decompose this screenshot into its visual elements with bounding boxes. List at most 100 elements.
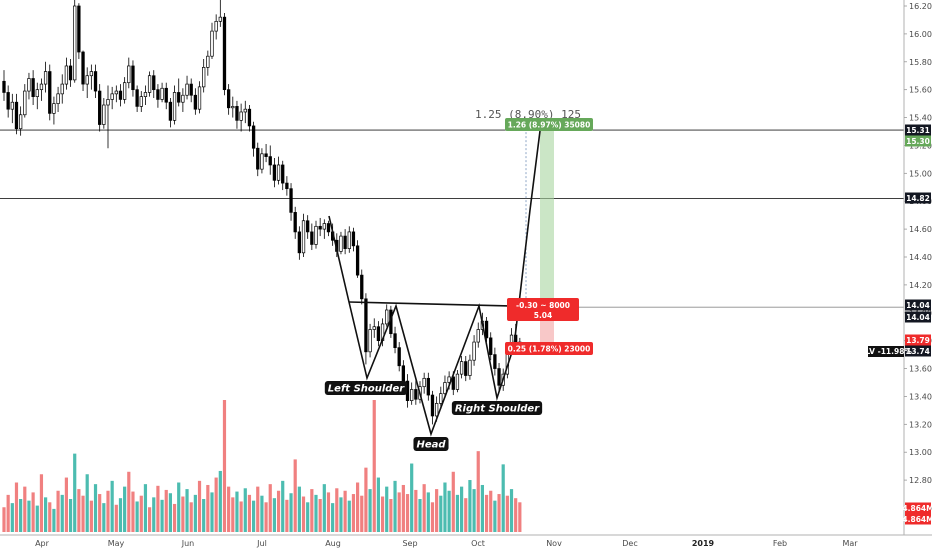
- volume-bar: [343, 490, 347, 532]
- candle: [81, 50, 85, 92]
- candle: [414, 379, 418, 405]
- volume-bar: [218, 470, 222, 532]
- volume-bar: [281, 480, 285, 532]
- candle-body-down: [343, 235, 347, 249]
- candle: [147, 71, 152, 97]
- candle-body-down: [131, 65, 135, 91]
- candle-body-down: [68, 65, 73, 81]
- price-tick-label: 15.60: [909, 86, 932, 95]
- candle: [77, 3, 81, 59]
- candle-body-down: [264, 153, 268, 157]
- candle: [301, 213, 306, 257]
- candle: [476, 322, 480, 348]
- candle-body-up: [60, 83, 64, 95]
- candle: [497, 362, 501, 393]
- candle: [222, 12, 227, 96]
- candle-body-down: [426, 377, 430, 396]
- volume-bar: [214, 477, 218, 532]
- price-label: 4.864M: [902, 504, 932, 513]
- time-scale[interactable]: Apr May Jun Jul Aug Sep Oct Nov Dec 2019 Feb Mar: [0, 534, 932, 548]
- volume-bar: [314, 494, 318, 532]
- volume-bar: [318, 499, 322, 532]
- candle-body-down: [360, 274, 364, 300]
- time-tick-label: Oct: [471, 539, 485, 548]
- candlesticks: [2, 0, 522, 425]
- candle-body-up: [276, 164, 281, 181]
- candle-body-down: [289, 188, 293, 213]
- target-label: 1.26 (8.97%) 35080: [508, 121, 591, 130]
- candle: [118, 84, 123, 107]
- candle: [322, 219, 326, 239]
- head-label: Head: [416, 440, 446, 451]
- candle: [247, 105, 252, 132]
- price-label-box: [905, 192, 931, 204]
- candle: [489, 332, 493, 361]
- candle-body-up: [23, 90, 27, 116]
- candle-body-up: [114, 90, 118, 95]
- volume-bar: [6, 494, 10, 532]
- time-tick-label: Apr: [35, 539, 50, 548]
- candle-body-down: [31, 78, 35, 97]
- volume-bar: [127, 471, 131, 532]
- candle-body-up: [43, 71, 48, 85]
- head-and-shoulders-pattern[interactable]: Left Shoulder Head Right Shoulder: [324, 130, 543, 451]
- volume-bar: [451, 471, 455, 532]
- candle-body-down: [193, 94, 198, 110]
- price-label-box: [905, 513, 931, 525]
- candle-body-down: [364, 298, 368, 353]
- candle-body-up: [410, 389, 414, 401]
- volume-bar: [168, 493, 172, 532]
- volume-bar: [81, 495, 85, 532]
- volume-bar: [164, 489, 168, 532]
- candle: [264, 144, 268, 163]
- volume-bar: [518, 502, 522, 532]
- price-scale-labels: 15.31 15.30 14.82 14.04 14.04 13.79 13.74 4.864…: [902, 124, 932, 525]
- price-label: 4.864M: [902, 515, 932, 524]
- price-label: 14.04: [906, 313, 930, 322]
- candle: [114, 85, 118, 103]
- time-tick-label: Jul: [256, 539, 267, 548]
- candle-body-up: [447, 376, 451, 383]
- pattern-zigzag: [328, 130, 541, 437]
- candle-body-down: [281, 164, 285, 184]
- time-tick-label: Aug: [325, 539, 341, 548]
- volume-bar: [430, 502, 435, 532]
- candle-body-down: [464, 361, 468, 376]
- target-label-box: [505, 118, 593, 131]
- volume-bar: [206, 484, 210, 532]
- candle-body-up: [322, 223, 326, 230]
- volume-bar: [160, 499, 164, 532]
- volume-bar: [139, 495, 143, 532]
- candle: [177, 78, 181, 107]
- candle: [197, 81, 202, 114]
- candle: [351, 227, 356, 252]
- volume-bar: [85, 474, 89, 532]
- candle-body-down: [77, 5, 81, 53]
- candle: [48, 64, 52, 121]
- volume-bar: [247, 494, 252, 532]
- candle: [156, 84, 160, 108]
- volume-bar: [339, 497, 343, 532]
- candle-body-down: [355, 245, 360, 276]
- volume-bar: [239, 501, 243, 532]
- candle: [464, 356, 468, 382]
- volume-bar: [351, 494, 356, 532]
- candle-body-up: [35, 89, 39, 97]
- volume-bar: [418, 499, 422, 532]
- candle-body-down: [48, 71, 52, 114]
- volume-bar: [356, 482, 360, 532]
- candle: [243, 100, 247, 124]
- candle-body-down: [251, 125, 256, 149]
- candle: [355, 240, 360, 278]
- candle-body-down: [247, 108, 252, 127]
- volume-bar: [202, 499, 206, 532]
- volume-bar: [322, 484, 326, 532]
- risk-label-line1: -0.30 ~ 8000: [516, 301, 570, 310]
- candle-body-up: [472, 341, 476, 361]
- candle-body-up: [64, 65, 69, 85]
- candle: [89, 64, 94, 90]
- volume-bar: [193, 494, 197, 532]
- candle: [360, 269, 364, 305]
